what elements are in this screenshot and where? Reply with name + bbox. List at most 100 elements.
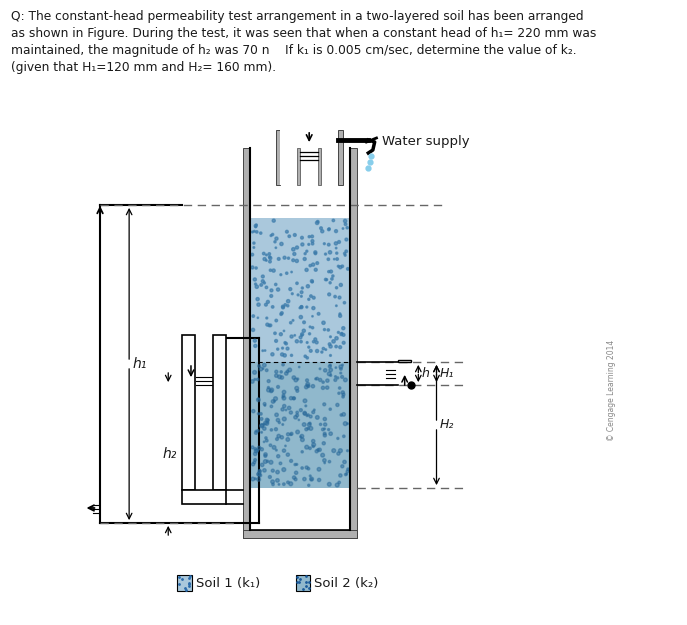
Point <box>290 474 301 484</box>
Point <box>337 461 348 471</box>
Point <box>262 415 273 425</box>
Point <box>273 254 284 264</box>
Point <box>303 480 314 490</box>
Point <box>332 480 343 490</box>
Point <box>265 265 276 275</box>
Text: Water supply: Water supply <box>382 136 470 149</box>
Point <box>307 311 318 321</box>
Point <box>259 424 270 434</box>
Point <box>302 379 313 389</box>
Point <box>330 238 341 248</box>
Point <box>257 421 268 431</box>
Point <box>249 458 260 468</box>
Point <box>319 429 330 439</box>
Point <box>326 274 337 284</box>
Point <box>318 344 329 354</box>
Point <box>250 221 261 231</box>
Point <box>317 424 328 434</box>
Point <box>260 449 271 459</box>
Point <box>289 331 300 341</box>
Point <box>293 290 304 300</box>
Point <box>259 466 270 476</box>
Point <box>333 237 344 247</box>
Text: h₁: h₁ <box>133 357 147 371</box>
Point <box>263 385 274 395</box>
Point <box>312 346 323 356</box>
Point <box>299 419 310 429</box>
Point <box>328 216 339 226</box>
Point <box>249 242 260 252</box>
Point <box>278 302 289 312</box>
Point <box>312 374 323 384</box>
Point <box>340 419 351 429</box>
Text: as shown in Figure. During the test, it was seen that when a constant head of h₁: as shown in Figure. During the test, it … <box>11 27 596 40</box>
Point <box>340 469 351 479</box>
Bar <box>182 490 225 504</box>
Point <box>272 467 283 477</box>
Point <box>289 472 300 482</box>
Point <box>306 474 317 484</box>
Point <box>295 432 306 442</box>
Point <box>260 300 271 310</box>
Point <box>333 433 344 443</box>
Point <box>271 424 282 434</box>
Point <box>273 451 284 461</box>
Point <box>305 261 316 271</box>
Point <box>247 262 258 272</box>
Point <box>258 249 269 259</box>
Point <box>281 339 292 349</box>
Point <box>276 432 287 442</box>
Point <box>260 346 271 356</box>
Point <box>293 415 304 425</box>
Point <box>338 389 349 399</box>
Point <box>303 381 314 391</box>
Point <box>277 343 288 353</box>
Point <box>297 239 308 249</box>
Point <box>314 445 325 455</box>
Point <box>256 228 267 238</box>
Point <box>317 226 328 236</box>
Point <box>324 289 335 299</box>
Point <box>308 292 319 302</box>
Point <box>306 474 317 484</box>
Point <box>325 365 336 375</box>
Point <box>254 474 264 484</box>
Point <box>269 396 280 406</box>
Bar <box>250 362 350 488</box>
Point <box>306 231 317 241</box>
Point <box>264 249 275 259</box>
Point <box>324 224 335 234</box>
Point <box>301 382 312 392</box>
Point <box>308 337 319 347</box>
Point <box>285 429 296 439</box>
Point <box>343 464 354 474</box>
Point <box>302 353 313 363</box>
Point <box>342 419 353 429</box>
Point <box>247 376 258 386</box>
Point <box>273 479 284 489</box>
Point <box>338 330 349 340</box>
Text: h₂: h₂ <box>163 447 177 461</box>
Point <box>251 282 262 292</box>
Point <box>296 431 307 441</box>
Point <box>249 449 260 459</box>
Point <box>258 364 269 374</box>
Point <box>320 344 331 354</box>
Point <box>301 442 312 452</box>
Point <box>278 464 289 474</box>
Point <box>297 463 308 473</box>
Point <box>308 259 319 269</box>
Point <box>266 286 277 296</box>
Point <box>335 362 346 372</box>
Point <box>262 319 273 329</box>
Point <box>252 294 263 304</box>
Point <box>317 450 328 460</box>
Point <box>279 253 290 262</box>
Point <box>330 243 341 253</box>
Point <box>331 301 342 311</box>
Point <box>338 409 349 419</box>
Point <box>338 338 349 348</box>
Point <box>275 329 286 339</box>
Point <box>302 281 313 291</box>
Point <box>251 446 262 456</box>
